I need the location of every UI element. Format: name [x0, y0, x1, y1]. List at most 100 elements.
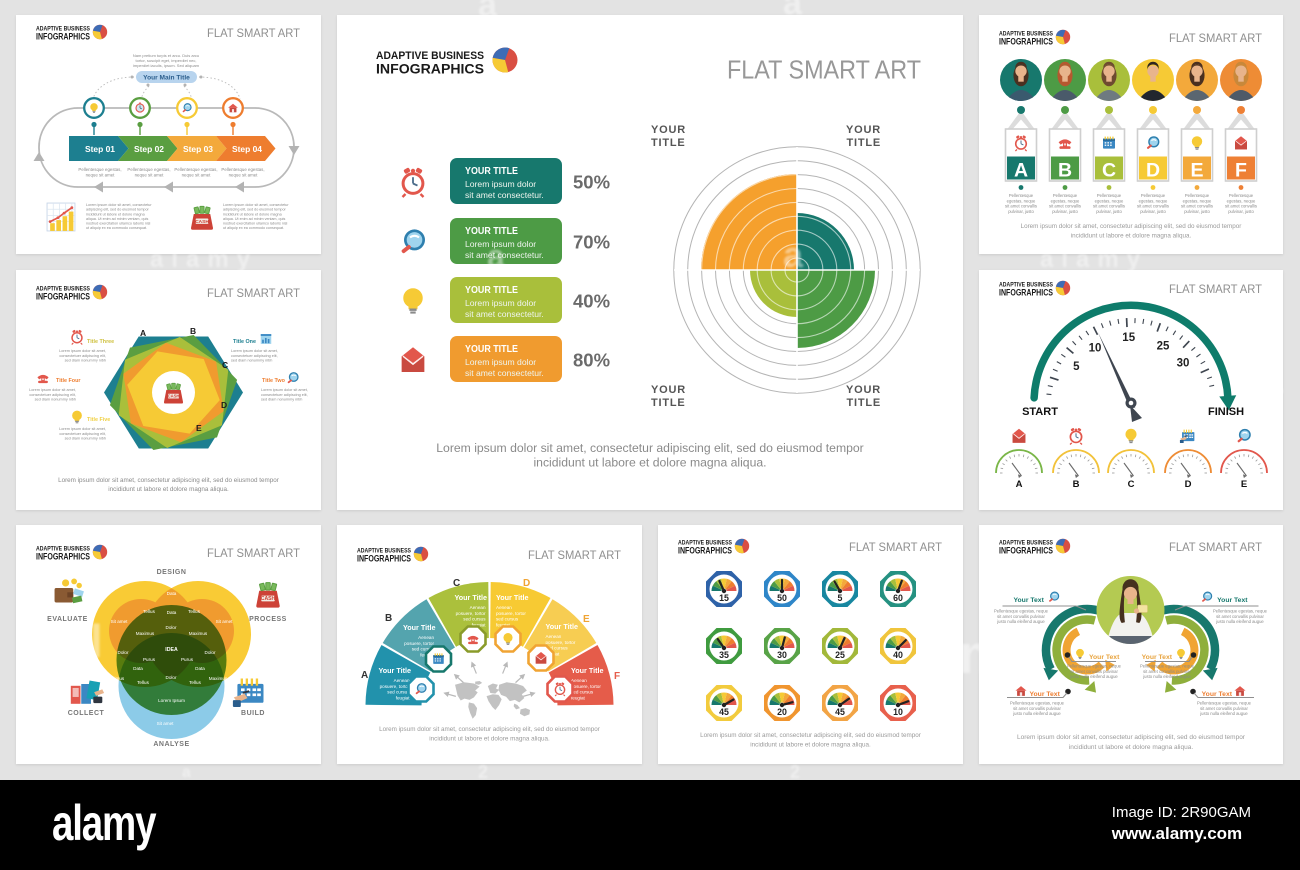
svg-text:INFOGRAPHICS: INFOGRAPHICS: [678, 546, 732, 556]
svg-text:FLAT SMART ART: FLAT SMART ART: [528, 548, 621, 562]
svg-text:C: C: [1102, 160, 1116, 182]
svg-text:FLAT SMART ART: FLAT SMART ART: [1169, 540, 1262, 554]
svg-text:sed cursus: sed cursus: [463, 617, 486, 622]
svg-text:sit amet consectetur.: sit amet consectetur.: [465, 190, 544, 200]
svg-text:5: 5: [1073, 361, 1080, 373]
svg-text:ANALYSE: ANALYSE: [153, 741, 189, 748]
svg-text:feugiat: feugiat: [396, 695, 411, 700]
svg-text:Nam pretium turpis et arcu. Du: Nam pretium turpis et arcu. Duis arcu: [133, 53, 199, 58]
svg-text:Title Two: Title Two: [262, 378, 286, 384]
svg-text:pulvinar, justo: pulvinar, justo: [1140, 209, 1166, 214]
svg-text:Pellentesque egestas, neque: Pellentesque egestas, neque: [1067, 664, 1122, 669]
svg-text:sit amet convallis: sit amet convallis: [1049, 204, 1081, 209]
svg-text:70%: 70%: [573, 232, 610, 253]
svg-text:START: START: [1022, 406, 1058, 418]
svg-text:Purus: Purus: [181, 657, 194, 662]
svg-text:Title One: Title One: [233, 339, 256, 345]
svg-text:Pellentesque egestas,: Pellentesque egestas,: [221, 167, 264, 172]
svg-text:Sit amet: Sit amet: [111, 619, 129, 624]
svg-text:pulvinar, justo: pulvinar, justo: [1228, 209, 1254, 214]
svg-text:FINISH: FINISH: [1208, 406, 1244, 418]
svg-text:incididunt ut labore et dolore: incididunt ut labore et dolore magna ali…: [108, 486, 229, 493]
svg-text:Lorem ipsum dolor sit amet, co: Lorem ipsum dolor sit amet, consectetur …: [58, 477, 279, 484]
svg-text:sed diam nonummy nibh: sed diam nonummy nibh: [231, 359, 272, 363]
svg-text:consectetuer adipiscing elit,: consectetuer adipiscing elit,: [29, 393, 76, 397]
svg-text:Dolor: Dolor: [166, 625, 177, 630]
svg-text:COLLECT: COLLECT: [68, 710, 105, 717]
svg-text:sit amet consectetur.: sit amet consectetur.: [465, 309, 544, 319]
svg-text:posuere, tortor: posuere, tortor: [496, 611, 526, 616]
svg-text:CASH: CASH: [195, 219, 209, 225]
svg-text:Lorem ipsum dolor sit amet, co: Lorem ipsum dolor sit amet, consectetur …: [436, 441, 863, 455]
svg-text:FLAT SMART ART: FLAT SMART ART: [1169, 31, 1262, 45]
svg-text:F: F: [1235, 160, 1247, 182]
svg-text:15: 15: [1122, 332, 1135, 344]
svg-text:Dolor: Dolor: [166, 675, 177, 680]
svg-text:Pellentesque egestas,: Pellentesque egestas,: [127, 167, 170, 172]
svg-text:egestas, neque: egestas, neque: [1095, 198, 1124, 203]
svg-text:Maximus: Maximus: [136, 631, 155, 636]
svg-text:ut aliquip ex ea commodo conse: ut aliquip ex ea commodo consequat.: [223, 226, 284, 230]
svg-text:sit amet convallis: sit amet convallis: [1181, 204, 1213, 209]
svg-text:INFOGRAPHICS: INFOGRAPHICS: [999, 288, 1053, 298]
svg-text:D: D: [1146, 160, 1160, 182]
svg-text:Aenean: Aenean: [546, 634, 562, 639]
svg-text:sit amet convallis: sit amet convallis: [1137, 204, 1169, 209]
svg-text:TITLE: TITLE: [651, 397, 686, 409]
svg-text:Lorem ipsum dolor sit amet,: Lorem ipsum dolor sit amet,: [29, 388, 76, 392]
svg-text:Lorem ipsum dolor sit amet,: Lorem ipsum dolor sit amet,: [261, 388, 308, 392]
svg-text:Pellentesque egestas, neque: Pellentesque egestas, neque: [1140, 664, 1195, 669]
svg-text:Your Text: Your Text: [1202, 691, 1233, 698]
svg-text:Data: Data: [195, 666, 205, 671]
svg-text:nostrud exercitation ullamco l: nostrud exercitation ullamco laboris nis…: [86, 222, 151, 226]
svg-text:Title Five: Title Five: [87, 417, 110, 423]
svg-text:egestas, neque: egestas, neque: [1007, 198, 1036, 203]
svg-text:Lorem ipsum dolor: Lorem ipsum dolor: [465, 239, 536, 249]
svg-text:Maximus: Maximus: [189, 631, 208, 636]
svg-text:pulvinar, justo: pulvinar, justo: [1008, 209, 1034, 214]
svg-text:Maximus: Maximus: [209, 676, 228, 681]
svg-text:20: 20: [777, 707, 787, 717]
svg-text:60: 60: [893, 593, 903, 603]
svg-text:35: 35: [719, 650, 729, 660]
svg-text:Your Text: Your Text: [1217, 597, 1248, 604]
svg-text:Pellentesque: Pellentesque: [1053, 193, 1078, 198]
svg-text:Your Title: Your Title: [379, 666, 411, 675]
svg-text:sed cursus: sed cursus: [546, 646, 569, 651]
svg-text:incididunt ut labore et dolore: incididunt ut labore et dolore magna ali…: [1071, 233, 1192, 240]
svg-text:incididunt ut labore et dolore: incididunt ut labore et dolore magna ali…: [1069, 744, 1194, 751]
svg-text:Step 01: Step 01: [85, 145, 115, 154]
svg-text:Lorem Ipsum: Lorem Ipsum: [158, 698, 185, 703]
svg-text:FLAT SMART ART: FLAT SMART ART: [207, 286, 300, 300]
svg-text:40: 40: [893, 650, 903, 660]
svg-text:aliqua. Ut enim ad minim venia: aliqua. Ut enim ad minim veniam, quis: [223, 217, 285, 221]
svg-text:consectetuer adipiscing elit,: consectetuer adipiscing elit,: [59, 354, 106, 358]
svg-text:F: F: [614, 671, 620, 682]
svg-text:sit amet convallis: sit amet convallis: [1225, 204, 1257, 209]
svg-text:sed cursus: sed cursus: [412, 647, 435, 652]
svg-text:ADAPTIVE BUSINESS: ADAPTIVE BUSINESS: [999, 540, 1054, 547]
svg-text:Aenean: Aenean: [470, 605, 486, 610]
svg-text:Your Title: Your Title: [455, 593, 487, 602]
svg-text:pulvinar, justo: pulvinar, justo: [1096, 209, 1122, 214]
svg-text:egestas, neque: egestas, neque: [1227, 198, 1256, 203]
svg-text:TITLE: TITLE: [846, 137, 881, 149]
svg-text:E: E: [1241, 479, 1247, 490]
svg-text:Aenean: Aenean: [418, 635, 434, 640]
svg-text:consectetuer adipiscing elit,: consectetuer adipiscing elit,: [261, 393, 308, 397]
svg-text:Pellentesque egestas, neque: Pellentesque egestas, neque: [1010, 701, 1065, 706]
svg-text:Lorem ipsum dolor sit amet,: Lorem ipsum dolor sit amet,: [231, 349, 278, 353]
svg-text:TITLE: TITLE: [651, 137, 686, 149]
svg-text:45: 45: [835, 707, 845, 717]
svg-text:INFOGRAPHICS: INFOGRAPHICS: [36, 292, 90, 302]
svg-text:consectetuer adipiscing elit,: consectetuer adipiscing elit,: [231, 354, 278, 358]
svg-text:Dolor: Dolor: [205, 650, 216, 655]
svg-text:50%: 50%: [573, 172, 610, 193]
svg-text:sed diam nonummy nibh: sed diam nonummy nibh: [35, 398, 76, 402]
svg-text:posuere, tortor: posuere, tortor: [404, 641, 434, 646]
svg-text:neque sit amet: neque sit amet: [135, 173, 165, 178]
svg-text:posuere, tortor: posuere, tortor: [380, 684, 410, 689]
svg-text:Lorem ipsum dolor sit amet, co: Lorem ipsum dolor sit amet, consectetur …: [379, 726, 600, 733]
svg-text:A: A: [1014, 160, 1028, 182]
svg-text:ADAPTIVE BUSINESS: ADAPTIVE BUSINESS: [36, 26, 91, 33]
